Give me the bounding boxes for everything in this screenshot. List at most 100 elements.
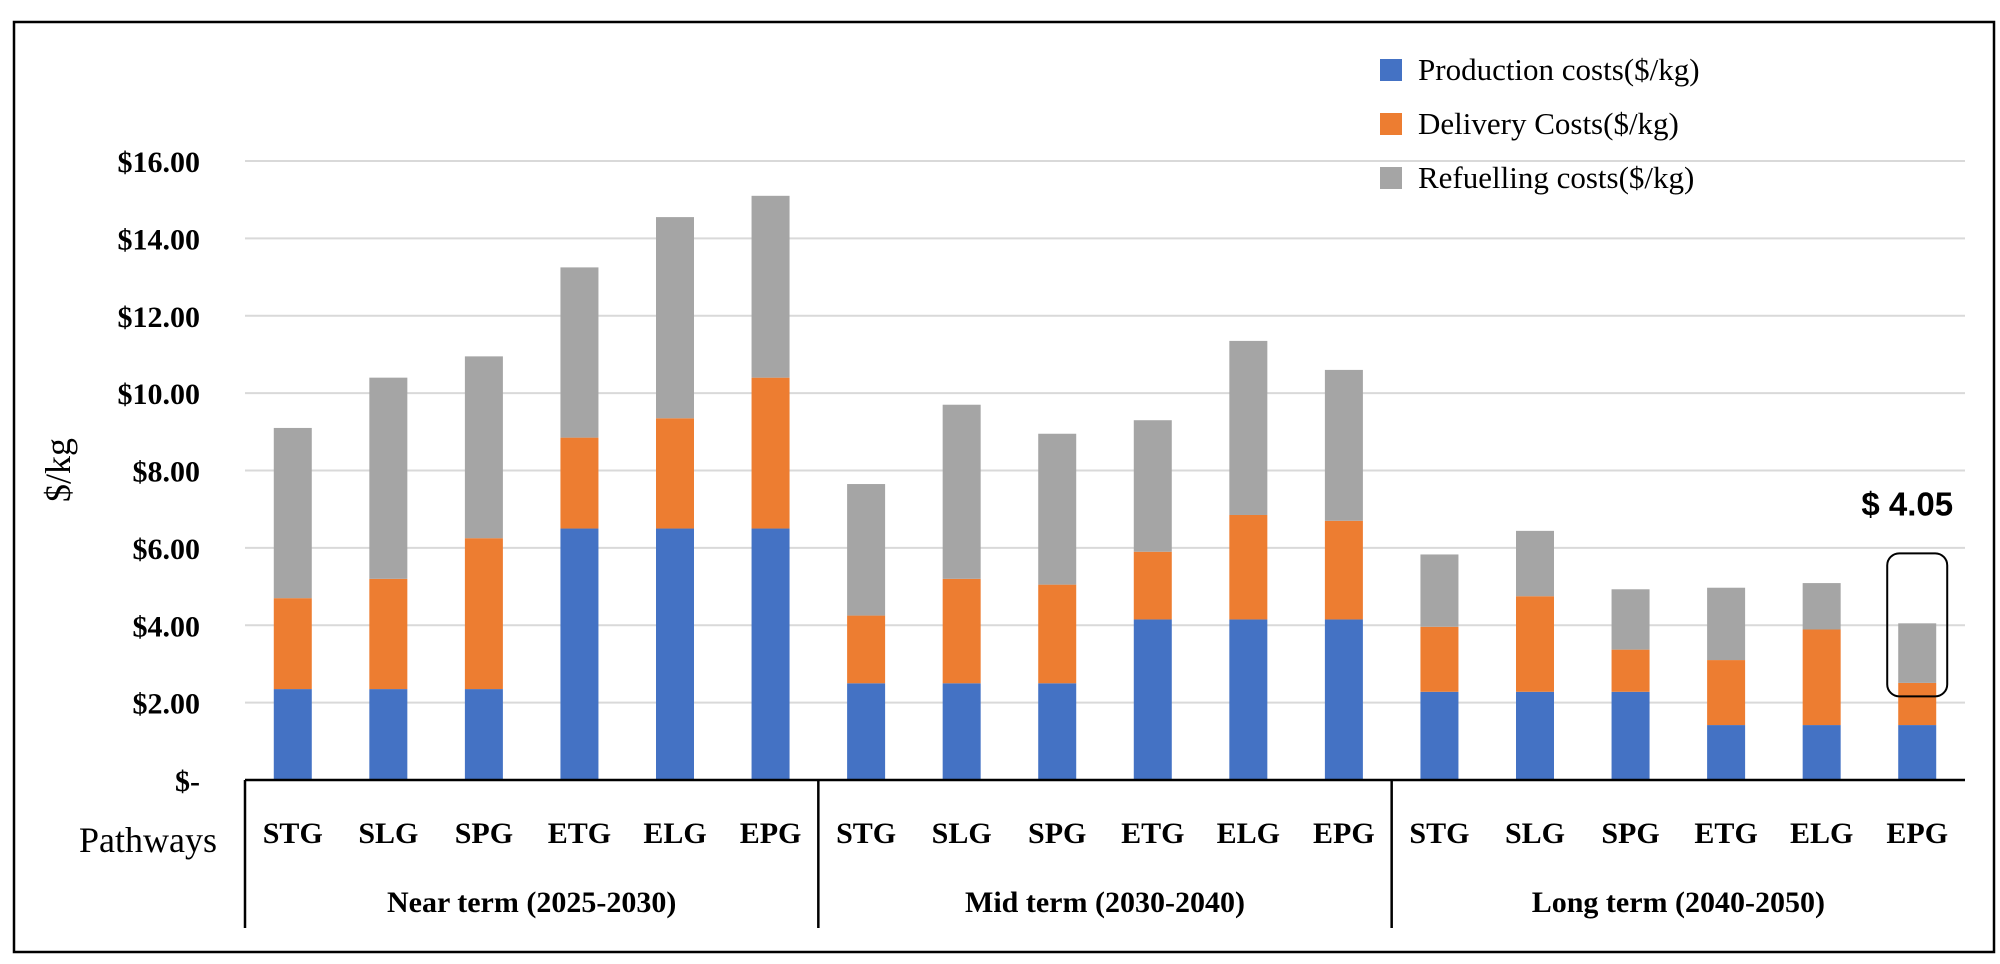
bar-segment-delivery	[1133, 551, 1172, 620]
bar-segment-refuelling	[656, 217, 694, 419]
bar-segment-production	[1324, 619, 1363, 780]
x-tick-label: ELG	[643, 817, 706, 850]
bar-segment-production	[1802, 725, 1841, 780]
bar-segment-production	[942, 683, 981, 780]
x-tick-label: ETG	[1694, 817, 1757, 850]
annotation-highlight-box	[1886, 552, 1949, 698]
x-tick-label: SLG	[358, 817, 418, 850]
x-tick-label: SLG	[1505, 817, 1565, 850]
bar-segment-production	[273, 689, 312, 780]
x-tick-label: ELG	[1790, 817, 1853, 850]
x-tick-label: SPG	[1028, 817, 1086, 850]
bar-segment-delivery	[273, 598, 312, 690]
y-tick-label: $6.00	[133, 533, 201, 566]
annotation: $ 4.05	[1861, 485, 1953, 698]
y-tick-label: $-	[175, 765, 200, 798]
bar-segment-production	[1229, 619, 1268, 780]
bar-segment-delivery	[847, 615, 886, 684]
y-tick-label: $10.00	[118, 378, 201, 411]
legend-swatch	[1380, 167, 1402, 189]
bar-segment-production	[1707, 725, 1746, 780]
x-tick-label: SLG	[932, 817, 992, 850]
x-tick-label: SPG	[1601, 817, 1659, 850]
y-tick-label: $4.00	[133, 610, 201, 643]
x-tick-label: ETG	[1121, 817, 1184, 850]
bar-segment-delivery	[1229, 514, 1268, 620]
legend: Production costs($/kg) Delivery Costs($/k…	[1380, 52, 1700, 195]
bar-segment-refuelling	[1898, 623, 1937, 683]
axes: $- $2.00 $4.00 $6.00 $8.00 $10.00 $12.00 $14.00…	[118, 146, 1965, 928]
bar-segment-refuelling	[1324, 369, 1363, 521]
bar-segment-refuelling	[273, 427, 312, 599]
y-tick-label: $2.00	[133, 688, 201, 721]
legend-label: Production costs($/kg)	[1418, 52, 1700, 87]
bar-segment-production	[1898, 725, 1937, 780]
bar-segment-delivery	[560, 437, 599, 529]
x-tick-label: EPG	[1886, 817, 1948, 850]
bar-segment-refuelling	[1038, 433, 1077, 585]
legend-label: Delivery Costs($/kg)	[1418, 106, 1679, 141]
group-label: Long term (2040-2050)	[1532, 886, 1825, 919]
bar-segment-delivery	[369, 578, 408, 690]
x-tick-label: SPG	[455, 817, 513, 850]
bar-segment-delivery	[1611, 649, 1650, 692]
bar-segment-production	[656, 528, 694, 780]
y-tick-label: $12.00	[118, 301, 201, 334]
bar-segment-delivery	[751, 377, 790, 529]
group-label: Near term (2025-2030)	[387, 886, 676, 919]
bar-segment-refuelling	[942, 404, 981, 579]
bar-segment-refuelling	[751, 195, 790, 378]
bar-segment-production	[464, 689, 503, 780]
bar-segment-refuelling	[847, 484, 886, 616]
bar-segment-production	[560, 528, 599, 780]
bar-segment-refuelling	[1229, 340, 1268, 515]
bar-segment-delivery	[942, 578, 981, 684]
x-tick-label: STG	[263, 817, 323, 850]
bar-segment-refuelling	[560, 267, 599, 438]
bar-segment-production	[847, 683, 886, 780]
x-tick-label: EPG	[1313, 817, 1375, 850]
y-tick-label: $16.00	[118, 146, 201, 179]
legend-swatch	[1380, 59, 1402, 81]
bar-segment-delivery	[1707, 660, 1746, 726]
bar-segment-production	[1516, 691, 1554, 780]
group-label: Mid term (2030-2040)	[965, 886, 1245, 919]
x-tick-label: EPG	[740, 817, 802, 850]
bar-segment-production	[1611, 691, 1650, 780]
bar-segment-production	[1420, 691, 1459, 780]
annotation-label: $ 4.05	[1861, 485, 1953, 522]
bars	[273, 195, 1937, 780]
bar-segment-refuelling	[464, 356, 503, 539]
x-tick-label: STG	[1409, 817, 1469, 850]
bar-segment-production	[369, 689, 408, 780]
gridlines	[245, 160, 1965, 704]
bar-segment-refuelling	[1611, 589, 1650, 650]
x-tick-label: ELG	[1217, 817, 1280, 850]
bar-segment-delivery	[1802, 629, 1841, 726]
bar-segment-refuelling	[1420, 554, 1459, 627]
y-axis-label: $/kg	[38, 438, 78, 502]
legend-swatch	[1380, 113, 1402, 135]
bar-segment-delivery	[1038, 584, 1077, 684]
x-tick-label: ETG	[548, 817, 611, 850]
bar-segment-delivery	[1516, 596, 1554, 692]
bar-segment-refuelling	[369, 377, 408, 579]
bar-segment-refuelling	[1133, 420, 1172, 552]
x-axis-label: Pathways	[79, 820, 217, 860]
bar-segment-production	[1038, 683, 1077, 780]
bar-segment-refuelling	[1707, 587, 1746, 661]
bar-segment-delivery	[1324, 520, 1363, 620]
bar-segment-refuelling	[1516, 530, 1554, 597]
x-tick-label: STG	[836, 817, 896, 850]
y-tick-label: $8.00	[133, 456, 201, 489]
bar-segment-delivery	[1420, 626, 1459, 692]
bar-segment-production	[1133, 619, 1172, 780]
bar-segment-delivery	[464, 538, 503, 690]
legend-label: Refuelling costs($/kg)	[1418, 160, 1694, 195]
bar-segment-delivery	[1898, 682, 1937, 726]
bar-segment-production	[751, 528, 790, 780]
y-tick-label: $14.00	[118, 223, 201, 256]
bar-segment-delivery	[656, 418, 694, 529]
bar-segment-refuelling	[1802, 583, 1841, 630]
